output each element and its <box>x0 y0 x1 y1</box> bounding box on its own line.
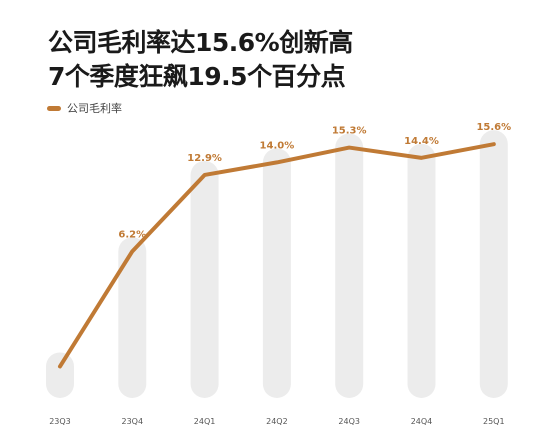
pillar-24Q3 <box>335 133 364 398</box>
pillar-25Q1 <box>479 130 508 398</box>
x-tick-24Q1: 24Q1 <box>194 417 216 426</box>
data-label-24Q4: 14.4% <box>404 136 439 147</box>
data-label-24Q1: 12.9% <box>187 153 222 164</box>
title-line-1: 公司毛利率达15.6%创新高 <box>48 28 353 57</box>
x-tick-23Q3: 23Q3 <box>49 417 71 426</box>
x-tick-23Q4: 23Q4 <box>122 417 144 426</box>
x-tick-25Q1: 25Q1 <box>483 417 505 426</box>
pillar-24Q4 <box>407 143 436 398</box>
legend: 公司毛利率 <box>47 100 122 116</box>
title-line-2: 7个季度狂飙19.5个百分点 <box>48 62 346 91</box>
data-label-24Q2: 14.0% <box>260 140 295 151</box>
x-tick-24Q4: 24Q4 <box>411 417 433 426</box>
data-label-25Q1: 15.6% <box>476 122 511 133</box>
data-label-23Q4: 6.2% <box>118 229 146 240</box>
pillar-23Q4 <box>118 237 147 398</box>
legend-label: 公司毛利率 <box>67 102 122 115</box>
pillar-24Q2 <box>262 148 291 398</box>
pillar-23Q3 <box>46 352 74 398</box>
chart-title: 公司毛利率达15.6%创新高 7个季度狂飙19.5个百分点 <box>48 26 353 94</box>
x-tick-24Q2: 24Q2 <box>266 417 288 426</box>
data-label-24Q3: 15.3% <box>332 126 367 137</box>
pillar-24Q1 <box>190 160 219 398</box>
series-line <box>58 142 496 369</box>
legend-swatch <box>47 105 61 111</box>
x-tick-24Q3: 24Q3 <box>338 417 360 426</box>
